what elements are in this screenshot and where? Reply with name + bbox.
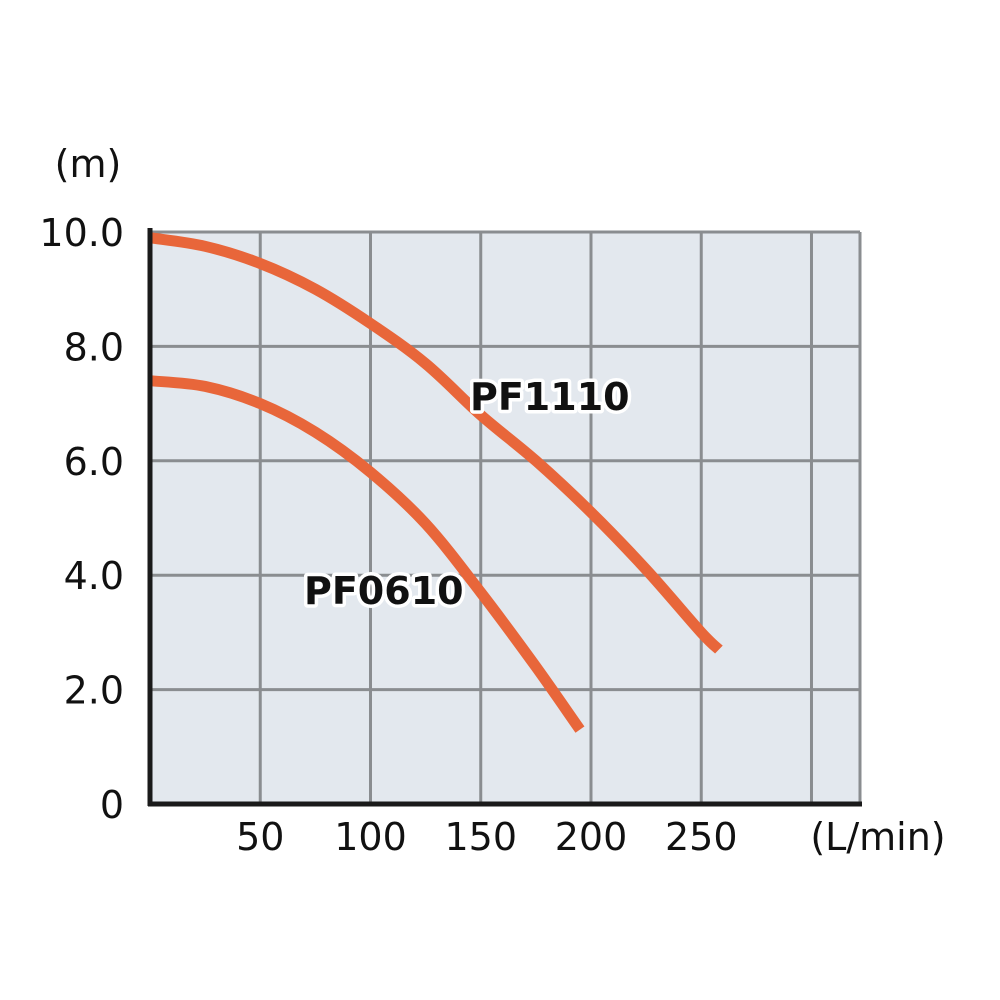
y-tick-label-2: 2.0 <box>64 669 124 713</box>
series-line-pf0610 <box>149 375 585 733</box>
y-tick-label-10: 10.0 <box>39 211 124 255</box>
x-tick-label-100: 100 <box>334 815 407 859</box>
y-tick-label-4: 4.0 <box>64 554 124 598</box>
y-tick-label-8: 8.0 <box>64 325 124 369</box>
plot-background <box>150 232 860 804</box>
x-tick-label-150: 150 <box>444 815 517 859</box>
y-axis-unit-label: (m) <box>55 142 122 186</box>
y-tick-label-0: 0 <box>100 783 124 827</box>
series-label-pf1110: PF1110 <box>470 375 630 419</box>
axes <box>147 228 862 807</box>
tick-labels: 50 100 150 200 250 0 2.0 4.0 6.0 8.0 10.0 <box>39 211 737 859</box>
x-axis-unit-label: (L/min) <box>810 815 945 859</box>
x-tick-label-250: 250 <box>665 815 738 859</box>
series-label-pf0610: PF0610 <box>304 569 464 613</box>
series-line-pf1110 <box>149 232 723 654</box>
y-tick-label-6: 6.0 <box>64 440 124 484</box>
series-group <box>149 232 723 733</box>
x-tick-label-50: 50 <box>236 815 284 859</box>
x-tick-label-200: 200 <box>555 815 628 859</box>
